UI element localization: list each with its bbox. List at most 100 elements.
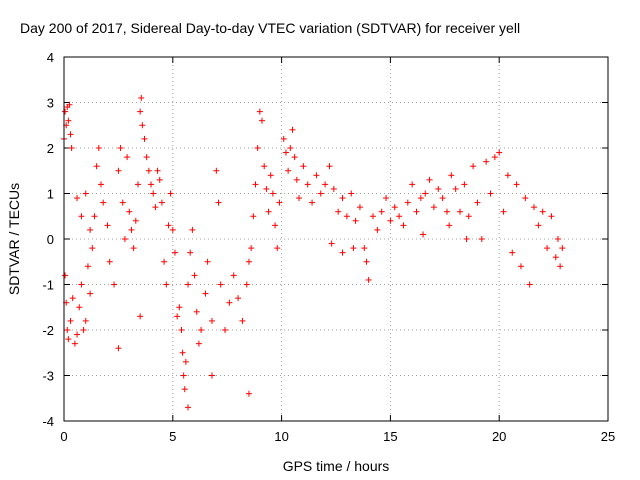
data-point [439,195,446,202]
data-point [78,213,85,220]
data-point [76,304,83,311]
data-point [339,195,346,202]
data-point [557,263,564,270]
data-point [137,313,144,320]
data-point [274,245,281,252]
data-point [254,145,261,151]
data-point [383,195,390,202]
data-point [430,204,437,211]
data-point [208,372,215,379]
data-point [248,245,255,252]
data-point [62,108,69,115]
data-point [285,167,292,174]
data-point [230,272,237,279]
data-point [239,317,246,324]
data-point [463,236,470,242]
data-point [71,340,78,347]
data-point [369,213,376,220]
y-tick-label: -4 [42,414,54,429]
data-point [139,122,146,129]
data-point [179,349,186,356]
y-tick-label: -3 [42,369,54,384]
data-point [263,185,270,192]
data-point [387,217,394,224]
data-marks [61,94,566,411]
x-tick-label: 10 [274,429,288,444]
data-point [111,281,118,288]
data-point [226,299,233,306]
data-point [496,149,503,156]
chart-title: Day 200 of 2017, Sidereal Day-to-day VTE… [20,20,520,36]
data-point [256,108,263,115]
data-point [374,226,381,233]
data-point [422,190,429,197]
data-point [363,258,370,265]
data-point [222,327,229,333]
data-point [504,172,511,179]
data-point [339,249,346,256]
data-point [138,94,145,101]
data-point [137,108,144,115]
data-point [261,163,268,170]
data-point [178,327,185,333]
data-point [343,213,350,220]
data-point [185,281,192,288]
data-point [187,249,194,256]
data-point [293,176,300,183]
data-point [522,195,529,202]
y-tick-label: -1 [42,278,54,293]
data-point [84,263,91,270]
data-point [176,304,183,311]
data-point [457,208,464,215]
data-point [195,340,202,347]
data-point [269,190,276,197]
data-point [165,222,172,229]
data-point [474,199,481,206]
data-point [124,154,131,161]
data-point [158,199,165,206]
data-point [267,172,274,179]
data-point [361,245,368,252]
data-point [317,190,324,197]
data-point [535,222,542,229]
data-point [391,204,398,211]
data-point [322,181,329,188]
data-point [169,226,176,233]
data-point [420,231,427,238]
data-point [378,208,385,215]
x-tick-label: 15 [383,429,397,444]
data-point [182,358,189,365]
data-point [452,185,459,192]
data-point [66,101,73,108]
data-point [289,126,296,133]
data-point [465,213,472,220]
data-point [202,290,209,297]
y-tick-label: -2 [42,323,54,338]
data-point [87,226,94,233]
data-point [121,236,128,242]
data-point [87,290,94,297]
data-point [250,213,257,220]
data-point [531,204,538,211]
data-point [97,181,104,188]
data-point [65,117,72,124]
data-point [309,199,316,206]
data-point [435,185,442,192]
data-point [552,254,559,261]
data-point [191,272,198,279]
data-point [100,199,107,206]
data-point [106,258,113,265]
data-point [163,281,170,288]
data-point [330,185,337,192]
data-point [300,163,307,170]
data-point [235,295,242,302]
data-point [126,208,133,215]
data-point [276,199,283,206]
data-point [404,199,411,206]
data-point [328,240,335,247]
data-point [67,317,74,324]
data-point [554,236,561,242]
y-axis-label: SDTVAR / TECUs [6,183,22,295]
data-point [335,208,342,215]
